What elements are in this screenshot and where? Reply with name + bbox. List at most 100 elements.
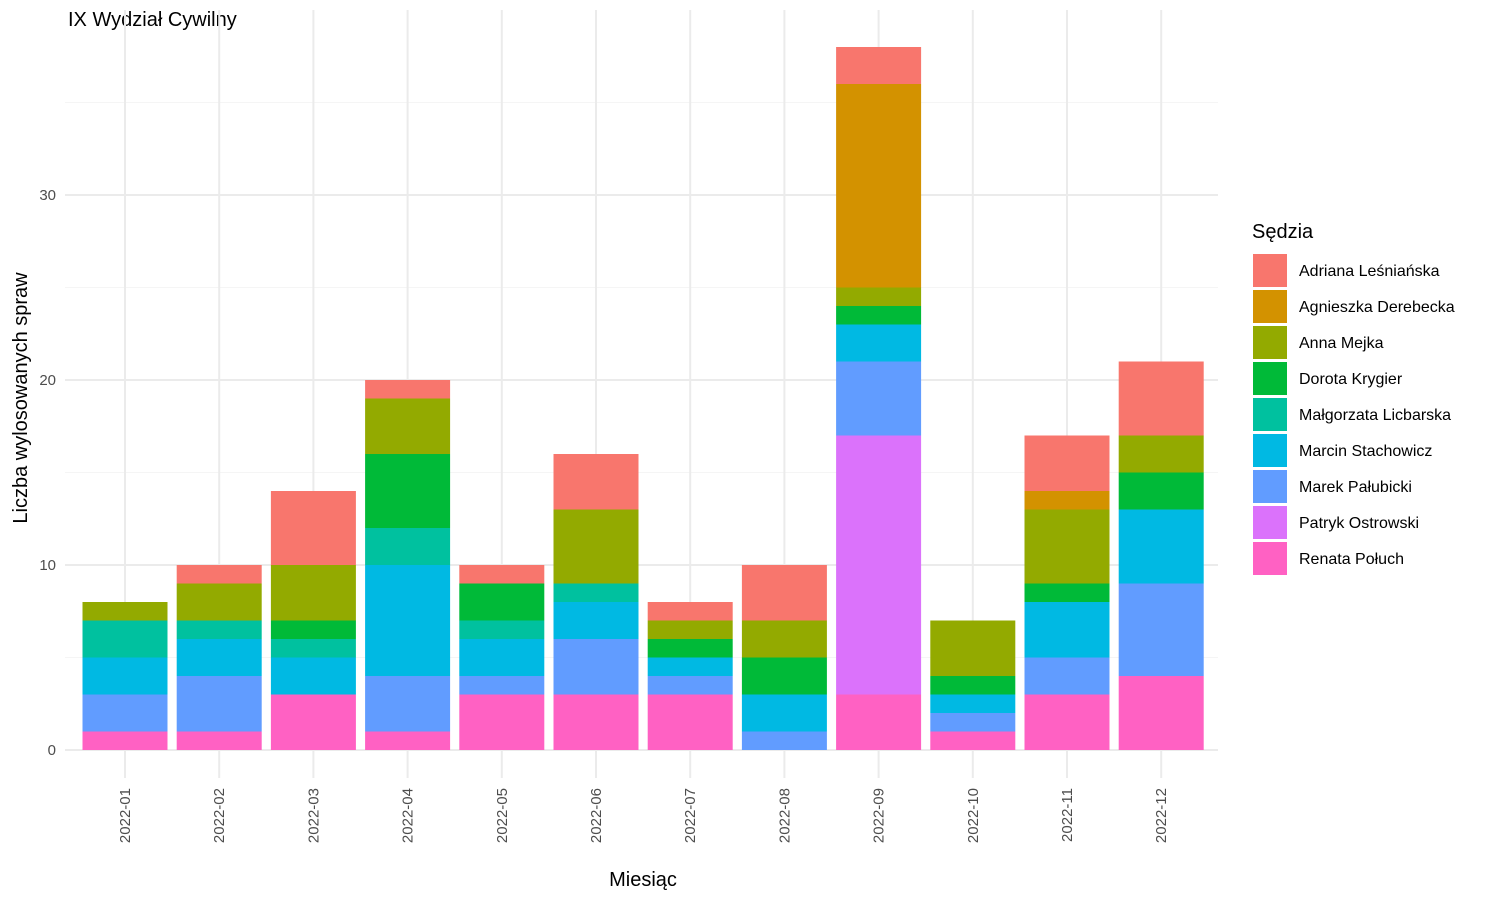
y-tick-label: 20 <box>39 372 56 389</box>
bar-segment <box>270 657 356 695</box>
chart-title: IX Wydział Cywilny <box>68 9 237 31</box>
bar-stack-2022-03 <box>270 491 356 750</box>
bar-segment <box>365 565 451 676</box>
bar-segment <box>1024 583 1110 602</box>
bar-segment <box>1118 435 1204 473</box>
bar-segment <box>459 694 545 750</box>
bar-segment <box>1118 361 1204 436</box>
bar-segment <box>930 694 1016 713</box>
bar-segment <box>1118 583 1204 676</box>
legend-label: Patryk Ostrowski <box>1299 515 1419 532</box>
x-tick-label: 2022-04 <box>400 788 417 843</box>
bar-segment <box>459 676 545 695</box>
bar-segment <box>836 84 922 288</box>
legend-item: Marcin Stachowicz <box>1253 434 1432 467</box>
legend-label: Adriana Leśniańska <box>1299 263 1440 280</box>
bar-segment <box>647 602 733 621</box>
bar-segment <box>459 639 545 676</box>
bar-segment <box>1024 509 1110 584</box>
legend-item: Patryk Ostrowski <box>1253 506 1419 539</box>
legend-item: Małgorzata Licbarska <box>1253 398 1451 431</box>
bar-segment <box>1024 602 1110 658</box>
bar-segment <box>553 602 639 639</box>
bar-segment <box>741 694 827 732</box>
bar-segment <box>836 361 922 436</box>
bar-segment <box>176 639 262 676</box>
bar-stack-2022-07 <box>647 602 733 750</box>
bar-segment <box>270 565 356 621</box>
bar-segment <box>82 657 168 695</box>
legend-label: Agnieszka Derebecka <box>1299 299 1455 316</box>
bar-segment <box>741 731 827 750</box>
legend-label: Marcin Stachowicz <box>1299 443 1432 460</box>
x-tick-label: 2022-08 <box>776 788 793 843</box>
bar-segment <box>176 731 262 750</box>
bar-segment <box>176 565 262 584</box>
bar-segment <box>459 620 545 639</box>
bar-segment <box>553 583 639 602</box>
bar-segment <box>741 657 827 695</box>
legend-swatch <box>1253 398 1287 431</box>
bar-segment <box>365 398 451 454</box>
legend-swatch <box>1253 542 1287 575</box>
x-axis-title: Miesiąc <box>609 869 677 891</box>
x-tick-label: 2022-07 <box>682 788 699 843</box>
bar-segment <box>1024 657 1110 695</box>
x-tick-label: 2022-02 <box>211 788 228 843</box>
bar-segment <box>365 454 451 528</box>
bar-segment <box>930 620 1016 676</box>
bar-segment <box>459 583 545 621</box>
bar-segment <box>1118 472 1204 510</box>
legend-swatch <box>1253 326 1287 359</box>
bar-segment <box>365 731 451 750</box>
legend-item: Adriana Leśniańska <box>1253 254 1440 287</box>
legend-swatch <box>1253 254 1287 287</box>
bar-segment <box>741 565 827 621</box>
bar-segment <box>553 509 639 584</box>
bar-segment <box>176 620 262 639</box>
bar-stack-2022-05 <box>459 565 545 750</box>
bar-segment <box>836 47 922 84</box>
legend: Sędzia Adriana Leśniańska Agnieszka Dereb… <box>1252 221 1455 575</box>
bar-segment <box>836 306 922 325</box>
x-axis-ticks: 2022-01 2022-02 2022-03 2022-04 2022-05 2022-… <box>117 788 1170 843</box>
bar-segment <box>647 639 733 658</box>
legend-item: Dorota Krygier <box>1253 362 1403 395</box>
bar-segment <box>836 324 922 362</box>
y-axis-ticks: 0 10 20 30 <box>39 187 56 759</box>
bar-segment <box>1024 694 1110 750</box>
legend-swatch <box>1253 434 1287 467</box>
bar-segment <box>270 620 356 639</box>
bar-segment <box>459 565 545 584</box>
bar-segment <box>647 657 733 676</box>
bar-segment <box>365 380 451 399</box>
legend-label: Renata Połuch <box>1299 551 1404 568</box>
bar-stack-2022-02 <box>176 565 262 750</box>
bar-segment <box>553 694 639 750</box>
bar-stack-2022-06 <box>553 454 639 750</box>
bar-stack-2022-01 <box>82 602 168 750</box>
legend-item: Renata Połuch <box>1253 542 1404 575</box>
legend-label: Dorota Krygier <box>1299 371 1403 388</box>
bar-segment <box>647 620 733 639</box>
bar-segment <box>647 694 733 750</box>
legend-item: Anna Mejka <box>1253 326 1384 359</box>
legend-swatch <box>1253 362 1287 395</box>
legend-swatch <box>1253 506 1287 539</box>
bar-segment <box>82 731 168 750</box>
bar-stack-2022-04 <box>365 380 451 750</box>
x-tick-label: 2022-05 <box>494 788 511 843</box>
legend-label: Marek Pałubicki <box>1299 479 1412 496</box>
y-axis-title: Liczba wylosowanych spraw <box>10 272 32 524</box>
x-tick-label: 2022-10 <box>965 788 982 843</box>
bar-segment <box>1118 509 1204 584</box>
y-tick-label: 10 <box>39 557 56 574</box>
bar-segment <box>930 676 1016 695</box>
bar-segment <box>270 694 356 750</box>
bar-segment <box>1118 676 1204 750</box>
bar-stack-2022-10 <box>930 620 1016 750</box>
bar-stack-2022-09 <box>836 47 922 750</box>
bar-segment <box>270 639 356 658</box>
x-tick-label: 2022-01 <box>117 788 134 843</box>
legend-label: Anna Mejka <box>1299 335 1384 352</box>
